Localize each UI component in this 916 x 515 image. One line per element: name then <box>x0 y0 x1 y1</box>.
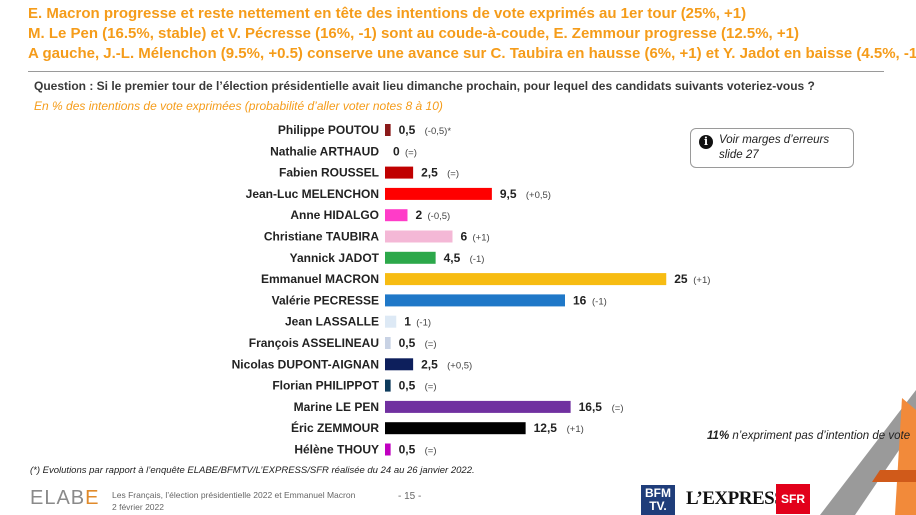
bar <box>385 273 667 286</box>
category-label: Nathalie ARTHAUD <box>270 144 379 158</box>
lexpress-logo: L’EXPRESS <box>686 488 785 509</box>
survey-question: Question : Si le premier tour de l’élect… <box>34 79 815 93</box>
abstention-value: 11% <box>707 430 730 442</box>
category-label: Florian PHILIPPOT <box>272 379 379 393</box>
headline-line: A gauche, J.-L. Mélenchon (9.5%, +0.5) c… <box>28 45 916 62</box>
evolution-label: (-1) <box>416 318 431 329</box>
bar <box>385 379 391 392</box>
value-label: 12,5 <box>534 421 558 435</box>
category-label: Anne HIDALGO <box>290 208 379 222</box>
value-label: 2,5 <box>421 166 438 180</box>
abstention-text: n’expriment pas d’intention de vote <box>729 430 911 442</box>
category-label: Jean LASSALLE <box>285 315 379 329</box>
evolution-label: (=) <box>425 446 437 457</box>
bar <box>385 251 436 264</box>
error-margin-note: i Voir marges d’erreurs slide 27 <box>690 128 854 168</box>
category-label: Yannick JADOT <box>290 251 380 265</box>
value-label: 1 <box>404 315 411 329</box>
category-label: Christiane TAUBIRA <box>264 230 379 244</box>
bar <box>385 209 408 222</box>
bar <box>385 124 391 136</box>
evolution-label: (=) <box>612 403 624 414</box>
category-label: François ASSELINEAU <box>249 336 379 350</box>
footer-date: 2 février 2022 <box>112 502 164 512</box>
evolution-label: (=) <box>425 339 437 350</box>
bar <box>385 315 397 328</box>
category-label: Jean-Luc MELENCHON <box>246 187 379 201</box>
evolution-label: (+0,5) <box>447 360 472 371</box>
value-label: 0,5 <box>399 379 416 393</box>
category-label: Nicolas DUPONT-AIGNAN <box>232 357 379 371</box>
category-label: Emmanuel MACRON <box>261 272 379 286</box>
value-label: 16 <box>573 293 587 307</box>
value-label: 0 <box>393 144 400 158</box>
evolution-label: (+0,5) <box>526 190 551 201</box>
bar <box>385 230 453 243</box>
category-label: Philippe POUTOU <box>278 123 379 137</box>
headlines: E. Macron progresse et reste nettement e… <box>28 4 916 64</box>
bar <box>385 443 391 456</box>
sfr-logo: SFR <box>776 484 810 514</box>
survey-subtitle: En % des intentions de vote exprimées (p… <box>34 99 443 113</box>
evolution-label: (+1) <box>567 424 584 435</box>
page-number: - 15 - <box>398 491 422 502</box>
category-label: Hélène THOUY <box>294 443 379 457</box>
headline-line: E. Macron progresse et reste nettement e… <box>28 5 747 22</box>
bar <box>385 358 414 371</box>
value-label: 0,5 <box>399 336 416 350</box>
evolution-label: (=) <box>447 169 459 180</box>
value-label: 2 <box>416 208 423 222</box>
elabe-logo: ELABE <box>30 487 100 510</box>
note-text: Voir marges d’erreurs slide 27 <box>719 134 830 161</box>
abstention-note: 11% n’expriment pas d’intention de vote <box>707 428 910 444</box>
value-label: 9,5 <box>500 187 517 201</box>
bfmtv-logo: BFM TV. <box>641 485 675 515</box>
footer-study-title: Les Français, l’élection présidentielle … <box>112 490 356 500</box>
bar <box>385 400 571 413</box>
logo-text: ELAB <box>30 487 86 509</box>
value-label: 4,5 <box>444 251 461 265</box>
evolution-label: (=) <box>405 147 417 158</box>
evolution-label: (+1) <box>693 275 710 286</box>
evolution-label: (-1) <box>470 254 485 265</box>
value-label: 2,5 <box>421 357 438 371</box>
footer-info: Les Français, l’élection présidentielle … <box>112 489 355 513</box>
bar <box>385 422 526 435</box>
info-icon: i <box>699 135 713 149</box>
bar <box>385 294 565 307</box>
logo-text-accent: E <box>85 487 100 509</box>
category-label: Marine LE PEN <box>294 400 379 414</box>
evolution-label: (-1) <box>592 296 607 307</box>
footnote: (*) Evolutions par rapport à l’enquête E… <box>30 465 475 476</box>
evolution-label: (+1) <box>473 233 490 244</box>
value-label: 0,5 <box>399 123 416 137</box>
bar <box>385 166 414 179</box>
evolution-label: (-0,5) <box>428 211 451 222</box>
value-label: 0,5 <box>399 443 416 457</box>
value-label: 16,5 <box>579 400 603 414</box>
bar <box>385 337 391 349</box>
value-label: 6 <box>461 230 468 244</box>
category-label: Valérie PECRESSE <box>272 293 379 307</box>
value-label: 25 <box>674 272 688 286</box>
category-label: Fabien ROUSSEL <box>279 166 379 180</box>
bar <box>385 187 492 200</box>
headline-line: M. Le Pen (16.5%, stable) et V. Pécresse… <box>28 25 799 42</box>
divider <box>28 71 884 72</box>
evolution-label: (=) <box>425 382 437 393</box>
category-label: Éric ZEMMOUR <box>291 420 379 435</box>
evolution-label: (-0,5)* <box>425 126 452 137</box>
